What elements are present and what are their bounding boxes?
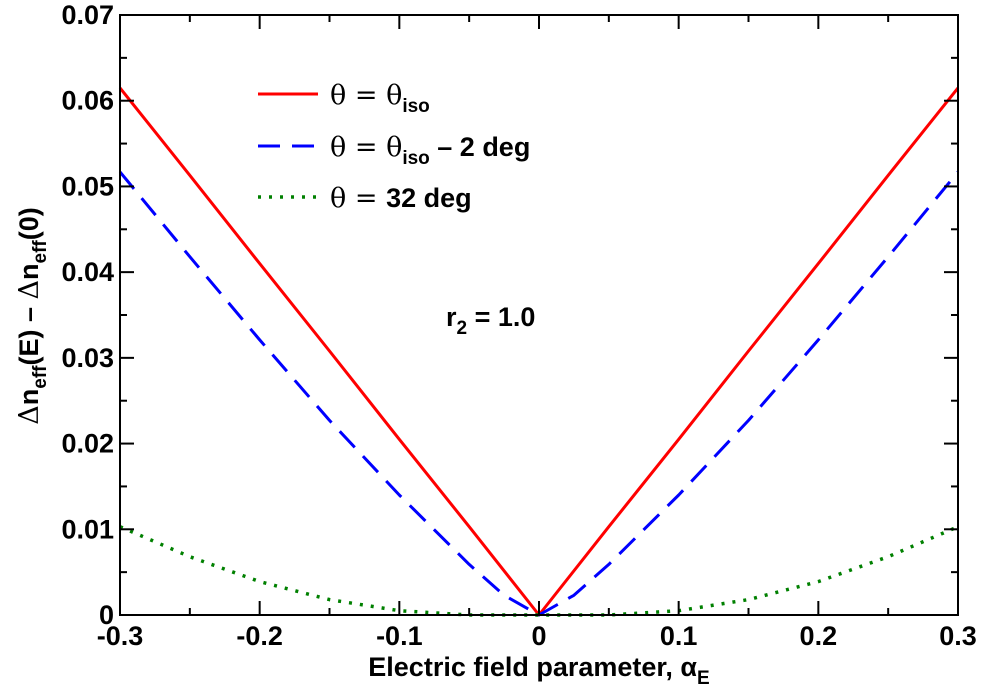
annotation-base: r	[446, 302, 457, 332]
x-tick-label: -0.2	[236, 621, 283, 651]
y-title-delta-2: Δ	[14, 280, 45, 300]
y-title-arg-1: (E) –	[14, 299, 44, 365]
legend-label-1-theta: θ	[330, 80, 346, 111]
y-tick-label: 0.03	[61, 343, 114, 373]
y-title-arg-2: (0)	[14, 207, 44, 240]
legend-label-3-theta: θ	[330, 183, 346, 214]
y-title-n-1: n	[14, 389, 44, 406]
legend-label-2-rest: – 2 deg	[430, 132, 531, 162]
y-tick-label: 0	[99, 600, 114, 630]
y-tick-label: 0.02	[61, 429, 114, 459]
legend-label-2-theta2: θ	[386, 132, 402, 163]
ticks-layer: -0.3 -0.2 -0.1 0 0.1 0.2 0.3 0 0.01 0.02 0.03 0.04 0…	[61, 0, 976, 651]
x-axis-title: Electric field parameter, αE	[368, 652, 709, 689]
legend-label-series-1: θ = θiso	[330, 80, 430, 117]
x-tick-label: 0	[531, 621, 546, 651]
legend-label-series-3: θ = 32 deg	[330, 183, 472, 214]
y-tick-label: 0.04	[61, 257, 114, 287]
x-tick-label: -0.3	[97, 621, 144, 651]
legend-label-series-2: θ = θiso – 2 deg	[330, 132, 530, 169]
y-title-delta-1: Δ	[14, 405, 45, 425]
legend-label-1-theta2: θ	[386, 80, 402, 111]
plot-frame	[119, 14, 959, 616]
annotation-rest: = 1.0	[467, 302, 535, 332]
x-axis-title-subscript: E	[697, 668, 710, 689]
series-line-3	[119, 525, 959, 617]
legend-label-1-sub: iso	[402, 96, 429, 117]
y-title-sub-1: eff	[30, 365, 51, 389]
legend-label-1-eq: =	[346, 80, 386, 111]
annotation-r2: r2 = 1.0	[446, 302, 535, 339]
x-tick-label: -0.1	[376, 621, 423, 651]
y-title-n-2: n	[14, 263, 44, 280]
y-title-sub-2: eff	[30, 240, 51, 264]
annotation-sub: 2	[457, 318, 468, 339]
legend: θ = θiso θ = θiso – 2 deg θ = 32 deg	[258, 80, 530, 214]
x-tick-label: 0.3	[939, 621, 977, 651]
y-tick-label: 0.07	[61, 0, 114, 30]
y-axis-title: Δneff(E) – Δneff(0)	[14, 207, 51, 424]
y-tick-label: 0.05	[61, 171, 114, 201]
x-axis-title-text: Electric field parameter, α	[368, 652, 697, 682]
legend-label-2-sub: iso	[402, 148, 429, 169]
y-tick-label: 0.06	[61, 86, 114, 116]
x-tick-label: 0.1	[660, 621, 698, 651]
legend-label-3-rest: 32 deg	[386, 183, 472, 213]
x-tick-label: 0.2	[800, 621, 838, 651]
legend-label-2-theta: θ	[330, 132, 346, 163]
legend-label-3-eq: =	[346, 183, 386, 214]
y-tick-label: 0.01	[61, 514, 114, 544]
legend-label-2-eq: =	[346, 132, 386, 163]
